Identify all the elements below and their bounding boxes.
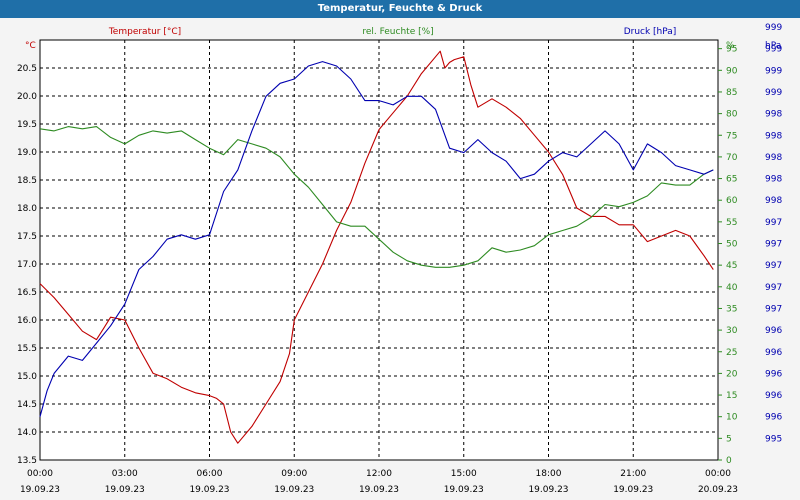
pressure-unit-label: hPa bbox=[765, 41, 781, 51]
pressure-tick-label: 998 bbox=[765, 153, 782, 163]
temperature-tick-label: 14.0 bbox=[17, 428, 37, 438]
series-line-pressure bbox=[39, 61, 714, 417]
pressure-tick-label: 996 bbox=[765, 413, 782, 423]
humidity-tick-label: 25 bbox=[726, 348, 737, 358]
humidity-tick-label: 65 bbox=[726, 175, 737, 185]
humidity-tick-label: 50 bbox=[726, 240, 738, 250]
temperature-tick-label: 20.0 bbox=[17, 92, 37, 102]
time-tick-label: 15:00 bbox=[451, 469, 477, 479]
temperature-tick-label: 18.0 bbox=[17, 204, 37, 214]
pressure-tick-label: 997 bbox=[765, 240, 782, 250]
date-tick-label: 19.09.23 bbox=[274, 485, 314, 495]
pressure-tick-label: 996 bbox=[765, 348, 782, 358]
humidity-tick-label: 85 bbox=[726, 88, 737, 98]
series-line-humidity bbox=[39, 126, 714, 268]
temperature-tick-label: 18.5 bbox=[17, 176, 37, 186]
humidity-axis: 0 5 10 15 20 25 30 35 40 45 50 55 60 65 70 75 80 85 90 95 bbox=[718, 45, 738, 466]
pressure-tick-label: 998 bbox=[765, 175, 782, 185]
pressure-tick-label: 999 bbox=[765, 88, 782, 98]
humidity-tick-label: 90 bbox=[726, 66, 738, 76]
temperature-axis: 13.5 14.0 14.5 15.0 15.5 16.0 16.5 17.0 17.5 18.0… bbox=[17, 64, 37, 466]
time-tick-label: 06:00 bbox=[197, 469, 223, 479]
humidity-tick-label: 80 bbox=[726, 110, 738, 120]
time-tick-label: 00:00 bbox=[705, 469, 731, 479]
pressure-tick-label: 999 bbox=[765, 45, 782, 55]
pressure-tick-label: 996 bbox=[765, 369, 782, 379]
humidity-tick-label: 5 bbox=[726, 434, 732, 444]
series-lines bbox=[39, 50, 714, 444]
temperature-tick-label: 13.5 bbox=[17, 456, 37, 466]
pressure-tick-label: 997 bbox=[765, 261, 782, 271]
temperature-tick-label: 16.5 bbox=[17, 288, 37, 298]
date-tick-label: 20.09.23 bbox=[698, 485, 738, 495]
temperature-tick-label: 16.0 bbox=[17, 316, 37, 326]
date-tick-label: 19.09.23 bbox=[613, 485, 653, 495]
humidity-tick-label: 20 bbox=[726, 369, 738, 379]
humidity-tick-label: 55 bbox=[726, 218, 737, 228]
pressure-axis: 995 996 996 996 996 996 997 997 997 997 997 998 998 9… bbox=[765, 23, 782, 444]
pressure-tick-label: 999 bbox=[765, 66, 782, 76]
humidity-tick-label: 35 bbox=[726, 304, 737, 314]
pressure-tick-label: 997 bbox=[765, 304, 782, 314]
chart-title: Temperatur, Feuchte & Druck bbox=[0, 0, 800, 18]
humidity-tick-label: 45 bbox=[726, 261, 737, 271]
pressure-tick-label: 996 bbox=[765, 326, 782, 336]
humidity-axis-title: rel. Feuchte [%] bbox=[362, 27, 433, 37]
temperature-tick-label: 15.5 bbox=[17, 344, 37, 354]
pressure-tick-label: 997 bbox=[765, 283, 782, 293]
pressure-tick-label: 996 bbox=[765, 391, 782, 401]
temperature-axis-title: Temperatur [°C] bbox=[108, 27, 181, 37]
pressure-tick-label: 998 bbox=[765, 196, 782, 206]
temperature-tick-label: 15.0 bbox=[17, 372, 37, 382]
temperature-tick-label: 17.5 bbox=[17, 232, 37, 242]
temperature-tick-label: 19.5 bbox=[17, 120, 37, 130]
date-tick-label: 19.09.23 bbox=[20, 485, 60, 495]
humidity-tick-label: 15 bbox=[726, 391, 737, 401]
time-tick-label: 00:00 bbox=[27, 469, 53, 479]
pressure-tick-label: 998 bbox=[765, 131, 782, 141]
humidity-unit-label: % bbox=[726, 41, 735, 51]
series-line-temperature bbox=[39, 50, 714, 444]
temperature-tick-label: 14.5 bbox=[17, 400, 37, 410]
humidity-tick-label: 60 bbox=[726, 196, 738, 206]
humidity-tick-label: 0 bbox=[726, 456, 732, 466]
humidity-tick-label: 95 bbox=[726, 45, 737, 55]
time-tick-label: 03:00 bbox=[112, 469, 138, 479]
date-tick-label: 19.09.23 bbox=[528, 485, 568, 495]
pressure-tick-label: 995 bbox=[765, 434, 782, 444]
humidity-tick-label: 70 bbox=[726, 153, 738, 163]
temperature-tick-label: 20.5 bbox=[17, 64, 37, 74]
time-tick-label: 21:00 bbox=[620, 469, 646, 479]
date-tick-label: 19.09.23 bbox=[189, 485, 229, 495]
pressure-tick-label: 999 bbox=[765, 23, 782, 33]
humidity-tick-label: 10 bbox=[726, 413, 738, 423]
pressure-tick-label: 998 bbox=[765, 110, 782, 120]
humidity-tick-label: 40 bbox=[726, 283, 738, 293]
time-tick-label: 18:00 bbox=[536, 469, 562, 479]
humidity-tick-label: 30 bbox=[726, 326, 738, 336]
temperature-tick-label: 19.0 bbox=[17, 148, 37, 158]
grid-lines bbox=[40, 40, 718, 461]
date-tick-label: 19.09.23 bbox=[359, 485, 399, 495]
date-tick-label: 19.09.23 bbox=[444, 485, 484, 495]
temperature-unit-label: °C bbox=[25, 41, 36, 51]
time-tick-label: 12:00 bbox=[366, 469, 392, 479]
temperature-tick-label: 17.0 bbox=[17, 260, 37, 270]
time-axis: 00:00 19.09.23 03:00 19.09.23 06:00 19.09.23 0… bbox=[20, 469, 738, 495]
pressure-axis-title: Druck [hPa] bbox=[624, 27, 677, 37]
time-tick-label: 09:00 bbox=[281, 469, 307, 479]
date-tick-label: 19.09.23 bbox=[105, 485, 145, 495]
pressure-tick-label: 997 bbox=[765, 218, 782, 228]
humidity-tick-label: 75 bbox=[726, 131, 737, 141]
